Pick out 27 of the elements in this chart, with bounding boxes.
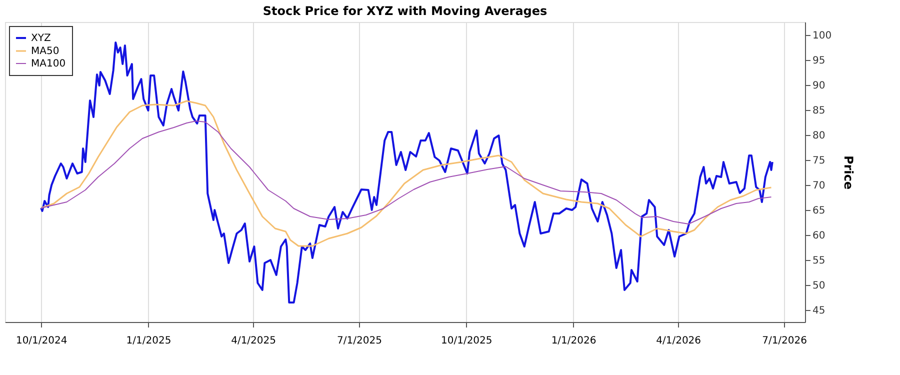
y-tick-label: 70	[812, 180, 826, 192]
x-tick-label: 1/1/2025	[126, 336, 172, 346]
y-tick-label: 65	[812, 206, 826, 216]
x-tick-label: 10/1/2025	[440, 336, 492, 346]
y-tick-label: 45	[812, 306, 826, 316]
line-series	[40, 120, 772, 224]
y-axis-title: Price	[842, 155, 856, 190]
x-tick-label: 7/1/2025	[337, 336, 382, 346]
y-tick-label: 75	[812, 156, 826, 166]
y-tick-label: 55	[812, 256, 826, 266]
legend-label: XYZ	[31, 33, 51, 44]
x-tick-label: 10/1/2024	[16, 336, 68, 346]
y-tick-label: 85	[812, 106, 826, 116]
y-tick-label: 100	[812, 30, 832, 42]
y-tick-label: 50	[812, 280, 826, 292]
x-tick-label: 7/1/2026	[762, 336, 807, 346]
x-tick-label: 1/1/2026	[551, 336, 596, 346]
line-series	[40, 100, 772, 247]
legend-label: MA100	[31, 58, 66, 70]
x-tick-label: 4/1/2025	[231, 336, 276, 346]
y-tick-label: 80	[812, 130, 826, 142]
y-tick-label: 90	[812, 80, 826, 92]
chart-title: Stock Price for XYZ with Moving Averages	[262, 4, 548, 18]
x-tick-label: 4/1/2026	[656, 336, 702, 346]
legend-label: MA50	[31, 46, 60, 57]
y-tick-label: 95	[812, 56, 826, 66]
y-tick-label: 60	[812, 230, 826, 242]
